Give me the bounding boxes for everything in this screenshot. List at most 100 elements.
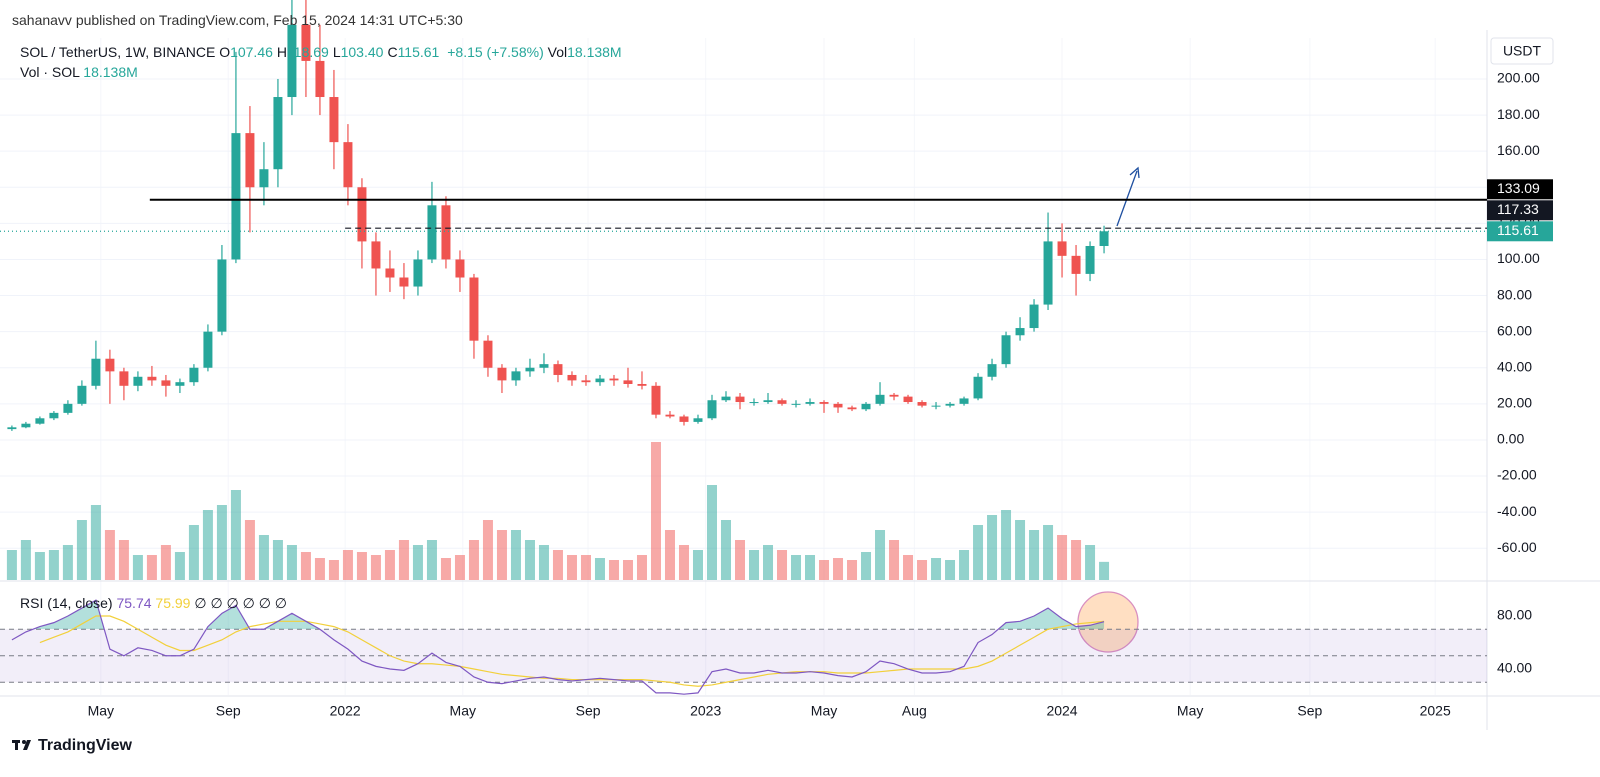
y-tick-label: 20.00 [1497, 395, 1532, 411]
ohlc-label: H [276, 44, 288, 60]
volume-bar [524, 540, 535, 580]
volume-bar [342, 550, 353, 580]
candle-body [931, 405, 941, 407]
volume-bar [987, 515, 998, 580]
candle-body [1015, 328, 1025, 336]
rsi-tick-label: 80.00 [1497, 607, 1532, 623]
candle-body [693, 418, 703, 422]
volume-bar [202, 510, 213, 580]
volume-bar [300, 552, 311, 580]
y-tick-label: -20.00 [1497, 467, 1537, 483]
candle-body [217, 259, 227, 332]
candle-body [581, 380, 591, 383]
candle-body [357, 187, 367, 242]
volume-bar [1015, 520, 1026, 580]
x-tick-label: Sep [216, 703, 241, 719]
ohlc-value: 118.69 [287, 44, 329, 60]
symbol-row: SOL / TetherUS, 1W, BINANCE O107.46 H118.… [20, 44, 622, 60]
candle-body [315, 60, 325, 98]
candle-body [427, 205, 437, 260]
rsi-value: 75.74 [116, 595, 152, 611]
candle-body [91, 358, 101, 386]
candle-body [525, 367, 535, 372]
candle-body [679, 416, 689, 422]
brand: TradingView [38, 737, 133, 754]
volume-bar [847, 560, 858, 580]
volume-bar [1057, 535, 1068, 580]
candle-body [637, 383, 647, 386]
y-tick-label: 180.00 [1497, 106, 1540, 122]
annotation-arrow [1116, 170, 1138, 227]
volume-bar [580, 555, 591, 580]
rsi-na: ∅ ∅ ∅ ∅ ∅ ∅ [194, 595, 287, 611]
volume-bar [356, 552, 367, 580]
volume-bar [833, 558, 844, 580]
volume-bar [6, 550, 17, 580]
rsi-ma-line [39, 615, 1105, 687]
y-tick-label: 160.00 [1497, 142, 1540, 158]
volume-bar [538, 545, 549, 580]
candle-body [175, 382, 185, 386]
candle-body [651, 385, 661, 415]
candle-body [161, 380, 171, 386]
candle-body [469, 277, 479, 341]
x-tick-label: May [450, 703, 476, 719]
candle-body [1071, 255, 1081, 274]
candle-body [343, 142, 353, 188]
candle-body [385, 268, 395, 278]
y-tick-label: -40.00 [1497, 503, 1537, 519]
volume-bar [875, 530, 886, 580]
vol-label: Vol [547, 44, 568, 60]
level-label-box [1487, 179, 1553, 200]
volume-bar [1085, 545, 1096, 580]
volume-bar [118, 540, 129, 580]
candle-body [623, 380, 633, 384]
candle-body [35, 418, 45, 424]
x-tick-label: 2022 [330, 703, 361, 719]
candle-body [917, 402, 927, 406]
currency-box[interactable] [1490, 37, 1554, 65]
volume-bar [552, 550, 563, 580]
candle-body [721, 396, 731, 401]
volume-row: Vol · SOL 18.138M [20, 64, 138, 80]
publisher: sahanavv published on TradingView.com, F… [12, 12, 463, 28]
volume-bar [763, 545, 774, 580]
volume-bar [959, 550, 970, 580]
level-label: 117.33 [1497, 201, 1539, 217]
volume-bar [720, 520, 731, 580]
volume-bar [286, 545, 297, 580]
volume-bar [749, 550, 760, 580]
level-label: 133.09 [1497, 180, 1540, 196]
ohlc: O107.46 H118.69 L103.40 C115.61 [219, 44, 443, 60]
volume-bar [482, 520, 493, 580]
volume-bar [384, 550, 395, 580]
volume-bar [706, 485, 717, 580]
candle-body [329, 97, 339, 143]
candle-body [245, 133, 255, 188]
volume-bar [917, 560, 928, 580]
volume-bar [328, 560, 339, 580]
volume-bar [622, 560, 633, 580]
candle-body [553, 364, 563, 375]
volume-bar [973, 525, 984, 580]
volume-bar [230, 490, 241, 580]
candle-body [609, 378, 619, 381]
candle-body [875, 394, 885, 404]
candle-body [749, 402, 759, 404]
volume-bar [734, 540, 745, 580]
volume-bar [692, 550, 703, 580]
ohlc-value: 115.61 [397, 44, 440, 60]
volume-bar [272, 540, 283, 580]
y-tick-label: 0.00 [1497, 431, 1524, 447]
volume-bar [216, 505, 227, 580]
level-label-box [1487, 200, 1553, 221]
x-tick-label: 2023 [690, 703, 721, 719]
y-tick-label: 60.00 [1497, 322, 1532, 338]
candle-body [889, 394, 899, 397]
volume-bar [664, 530, 675, 580]
candle-body [861, 403, 871, 410]
candle-body [707, 400, 717, 419]
x-tick-label: 2025 [1420, 703, 1451, 719]
volume-bar [20, 540, 31, 580]
